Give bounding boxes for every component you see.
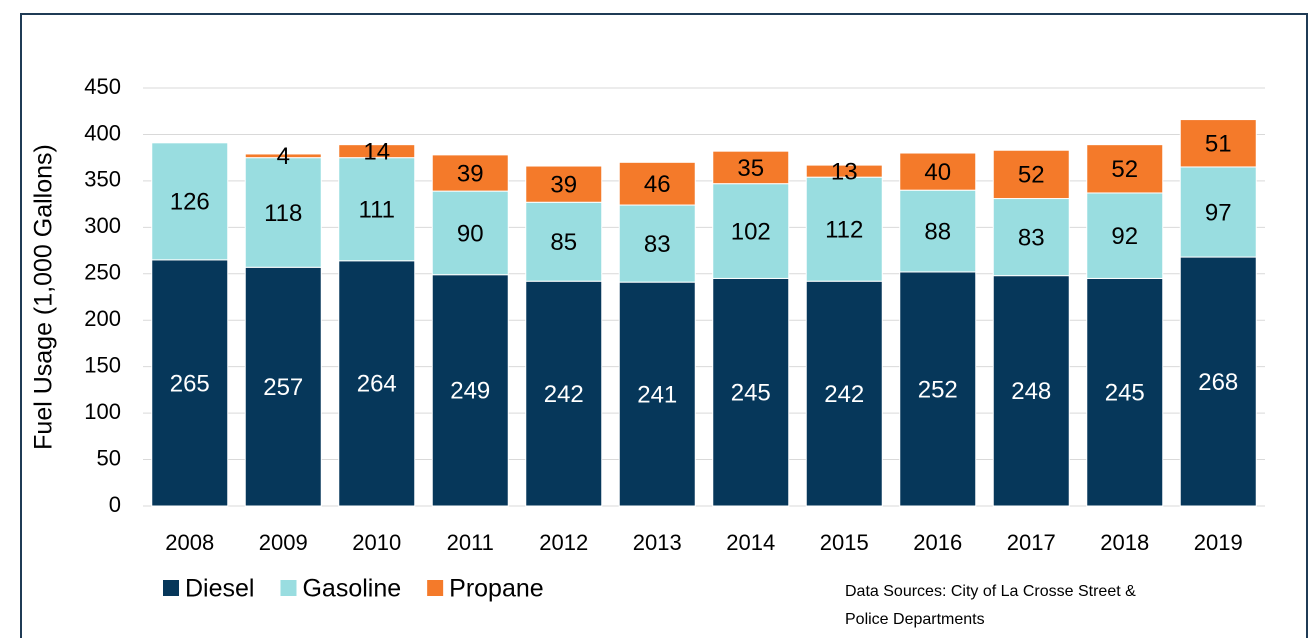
bar-segment [338,260,416,507]
bar-segment [151,259,229,507]
data-label: 265 [170,370,210,397]
data-label: 88 [924,218,951,245]
bar-segment [525,280,603,507]
data-label: 90 [457,220,484,247]
data-label: 14 [363,139,390,166]
bar-segment [712,150,790,185]
bar-segment [618,281,696,507]
bar-segment [805,176,883,282]
x-tick-label: 2008 [165,530,214,555]
bar-segment [525,201,603,282]
y-tick-label: 350 [84,167,121,192]
bar-segment [431,274,509,507]
y-tick-label: 200 [84,306,121,331]
data-label: 252 [918,376,958,403]
x-tick-label: 2009 [259,530,308,555]
y-tick-label: 400 [84,120,121,145]
legend-label: Gasoline [302,575,401,603]
x-tick-label: 2010 [352,530,401,555]
x-tick-label: 2017 [1007,530,1056,555]
bar-segment [151,142,229,261]
bar-segment [525,165,603,203]
bar-segment [1086,277,1164,507]
bar-segment [712,277,790,507]
bar-segment [805,164,883,178]
data-label: 248 [1011,378,1051,405]
bar-segment [805,280,883,507]
data-label: 264 [357,371,397,398]
data-label: 85 [550,229,577,256]
note: Data Sources: City of La Crosse Street & [845,583,1136,600]
data-label: 83 [1018,224,1045,251]
data-label: 83 [644,231,671,258]
legend-swatch [163,580,179,596]
frame [20,13,1308,638]
legend-swatch [280,580,297,596]
legend-swatch [427,580,444,596]
bar-segment [1179,119,1257,168]
bar-segment [1086,144,1164,194]
bar-segment [992,198,1070,277]
bar-segment [899,271,977,507]
bar-segment [338,144,416,159]
data-label: 46 [644,171,671,198]
bar-segment [431,190,509,276]
bar-segment [244,153,322,159]
data-label: 52 [1018,162,1045,189]
data-label: 257 [263,374,303,401]
bar-segment [338,157,416,262]
data-label: 13 [831,158,858,185]
data-label: 40 [924,159,951,186]
data-label: 39 [550,171,577,198]
data-label: 245 [1105,380,1145,407]
data-label: 35 [737,155,764,182]
bar-segment [431,154,509,192]
data-label: 97 [1205,199,1232,226]
data-label: 4 [277,143,290,170]
bar-segment [1179,166,1257,258]
data-label: 242 [544,381,584,408]
y-tick-label: 0 [109,492,121,517]
data-label: 92 [1111,223,1138,250]
y-axis-label: Fuel Usage (1,000 Gallons) [30,144,58,450]
data-label: 39 [457,160,484,187]
note: Police Departments [845,611,985,628]
bar-segment [992,149,1070,200]
data-label: 241 [637,381,677,408]
data-label: 102 [731,218,771,245]
data-label: 51 [1205,131,1232,158]
x-tick-label: 2019 [1194,530,1243,555]
data-label: 52 [1111,156,1138,183]
data-label: 111 [359,197,395,224]
y-tick-label: 100 [84,399,121,424]
y-tick-label: 450 [84,74,121,99]
x-tick-label: 2014 [726,530,775,555]
legend-label: Propane [449,575,544,603]
bar-segment [899,152,977,191]
y-tick-label: 50 [97,445,121,470]
data-label: 242 [824,381,864,408]
y-tick-label: 250 [84,260,121,285]
bar-segment [1179,256,1257,507]
x-tick-label: 2012 [539,530,588,555]
y-tick-label: 150 [84,352,121,377]
x-tick-label: 2013 [633,530,682,555]
x-tick-label: 2016 [913,530,962,555]
x-tick-label: 2011 [447,530,494,555]
y-tick-label: 300 [84,213,121,238]
bar-segment [712,183,790,279]
data-label: 268 [1198,369,1238,396]
bar-segment [899,189,977,273]
x-tick-label: 2018 [1100,530,1149,555]
data-label: 112 [825,217,863,244]
data-label: 249 [450,378,490,405]
legend-label: Diesel [185,575,254,603]
data-label: 126 [170,189,210,216]
data-label: 245 [731,380,771,407]
bar-segment [618,161,696,206]
data-label: 118 [264,200,302,227]
bar-segment [1086,192,1164,279]
x-tick-label: 2015 [820,530,869,555]
